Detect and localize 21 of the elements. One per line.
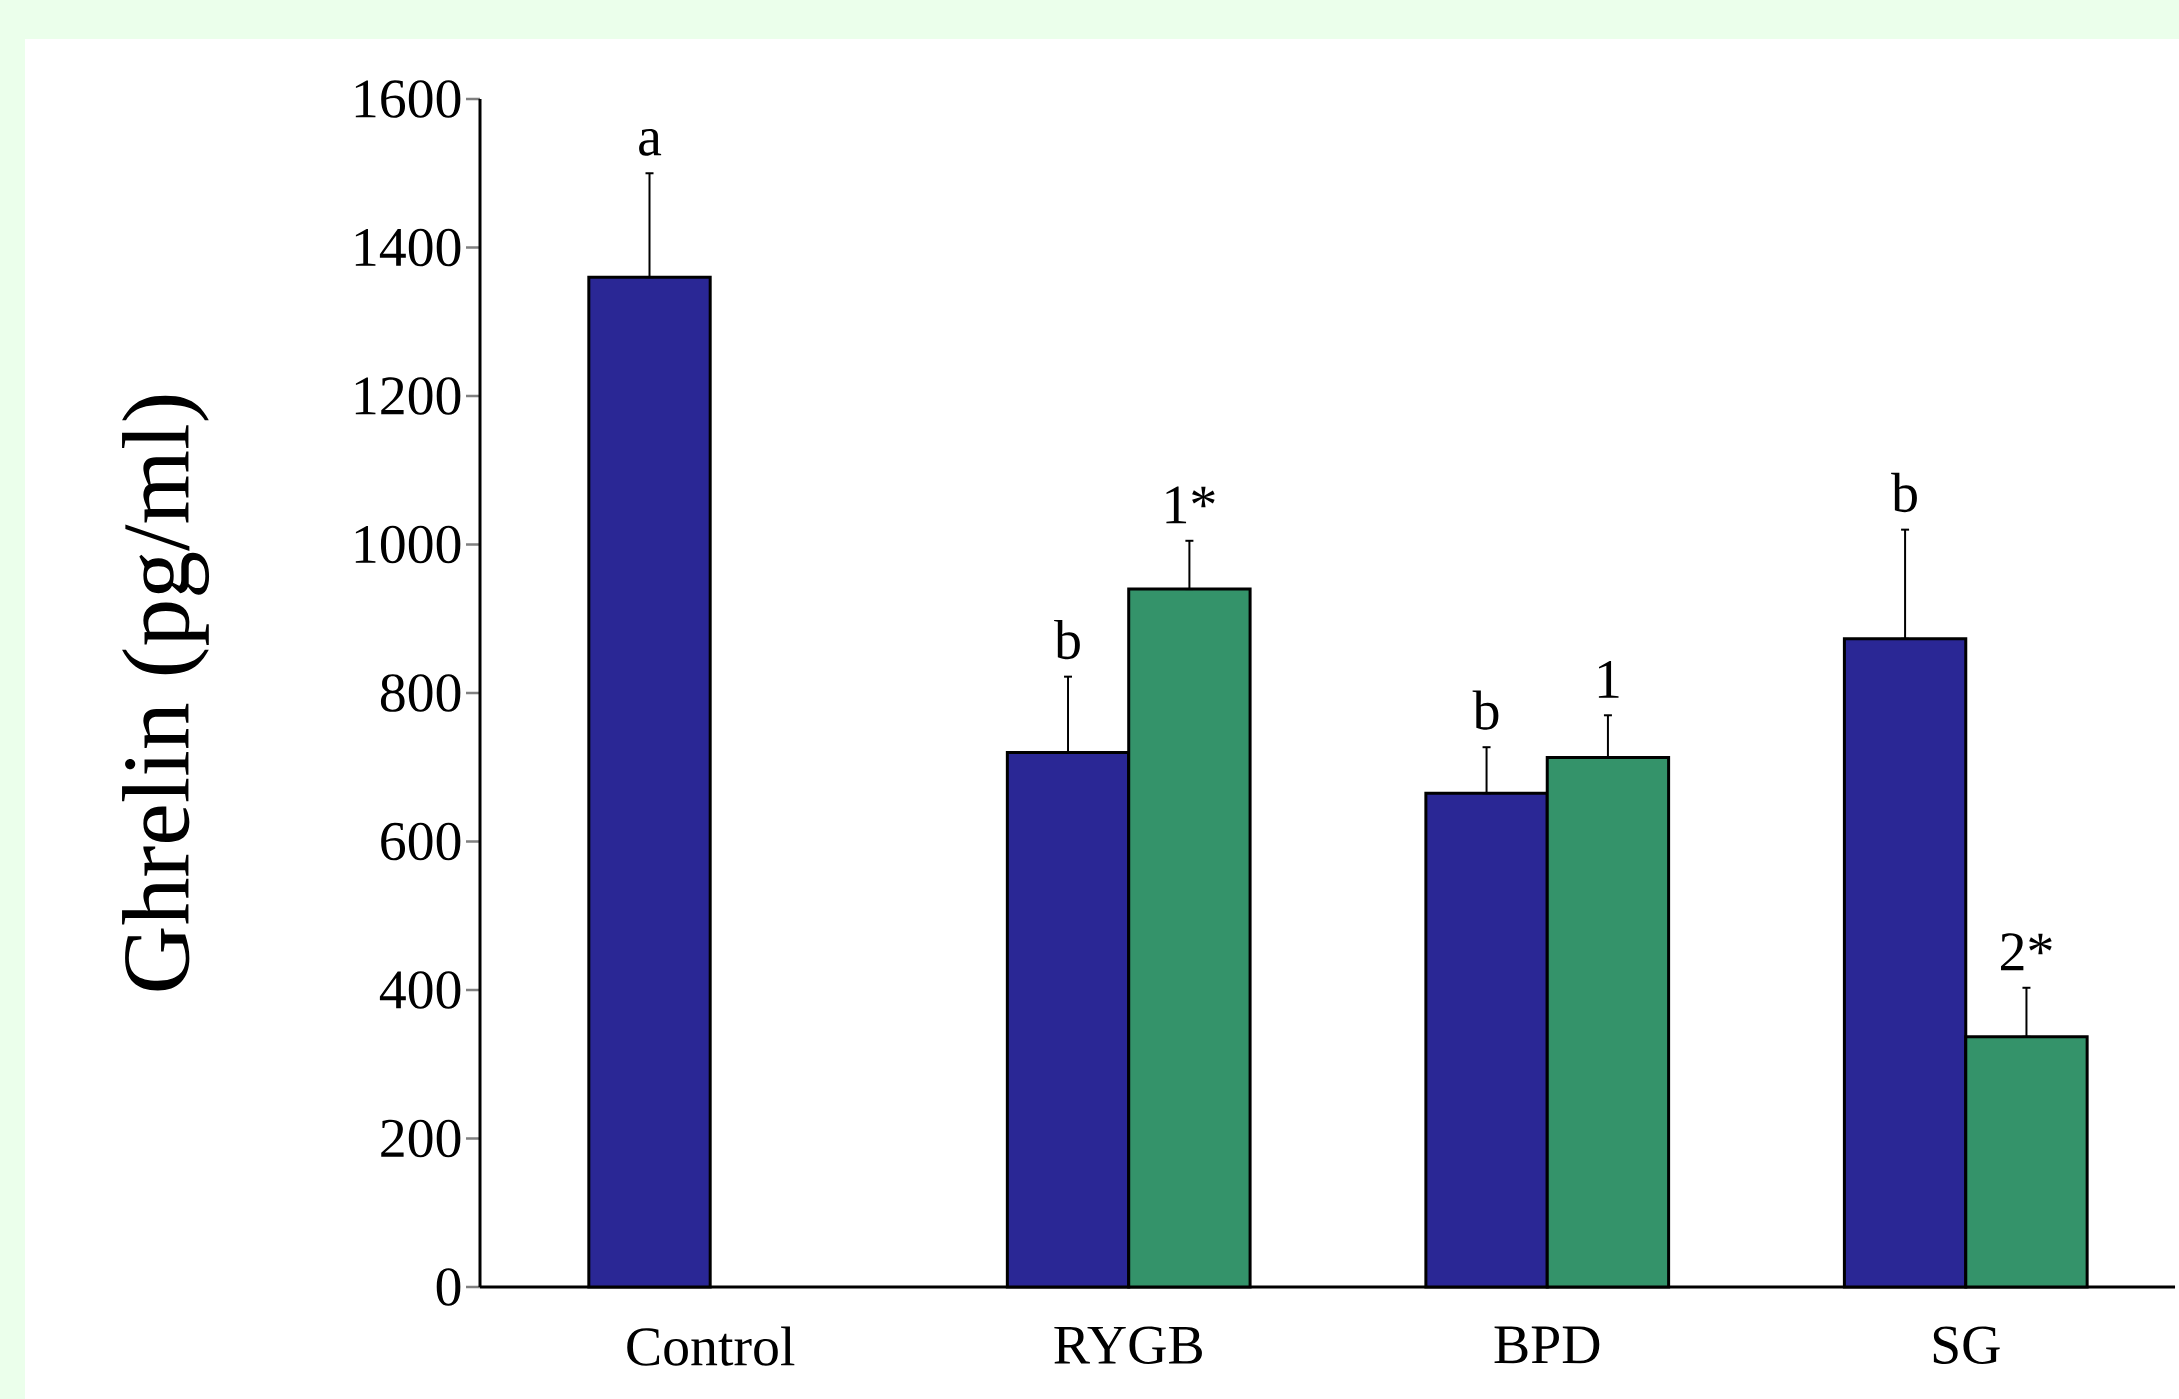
- x-tick-label: BPD: [1494, 1326, 1600, 1364]
- y-tick-label: 600: [381, 822, 461, 861]
- x-tick-label: SG: [1933, 1326, 2000, 1365]
- annotation: b: [1891, 472, 1917, 513]
- annotation: a: [639, 129, 662, 156]
- annotation: 2*: [2001, 933, 2052, 971]
- y-tick-label: 0: [436, 1268, 461, 1306]
- annotation: 1*: [1166, 486, 1215, 524]
- x-tick-label: Control: [627, 1326, 795, 1366]
- annotation: b: [1472, 690, 1499, 730]
- y-tick-label: 1400: [355, 228, 461, 267]
- y-axis-title: Ghrelin (pg/ml): [122, 395, 210, 991]
- annotation: b: [1054, 619, 1080, 660]
- y-tick-label: 200: [381, 1119, 461, 1158]
- y-tick-label: 400: [379, 971, 461, 1009]
- y-tick-label: 1000: [355, 525, 461, 564]
- y-tick-label: 1200: [355, 377, 461, 415]
- annotation: 1: [1598, 660, 1619, 698]
- y-tick-label: 1600: [355, 80, 461, 118]
- y-tick-label: 800: [380, 674, 461, 712]
- x-tick-label: RYGB: [1054, 1326, 1202, 1365]
